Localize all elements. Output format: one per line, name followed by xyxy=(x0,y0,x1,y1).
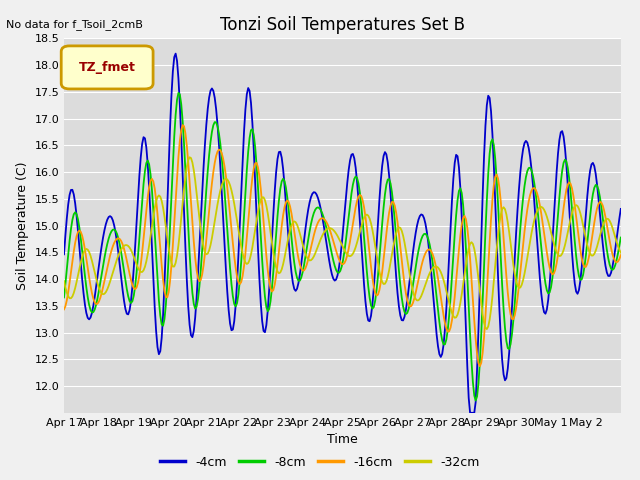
Title: Tonzi Soil Temperatures Set B: Tonzi Soil Temperatures Set B xyxy=(220,16,465,34)
X-axis label: Time: Time xyxy=(327,433,358,446)
Legend: -4cm, -8cm, -16cm, -32cm: -4cm, -8cm, -16cm, -32cm xyxy=(156,451,484,474)
Text: TZ_fmet: TZ_fmet xyxy=(79,61,135,74)
Text: No data for f_Tsoil_2cmB: No data for f_Tsoil_2cmB xyxy=(6,19,143,30)
Y-axis label: Soil Temperature (C): Soil Temperature (C) xyxy=(16,161,29,290)
FancyBboxPatch shape xyxy=(61,46,153,89)
